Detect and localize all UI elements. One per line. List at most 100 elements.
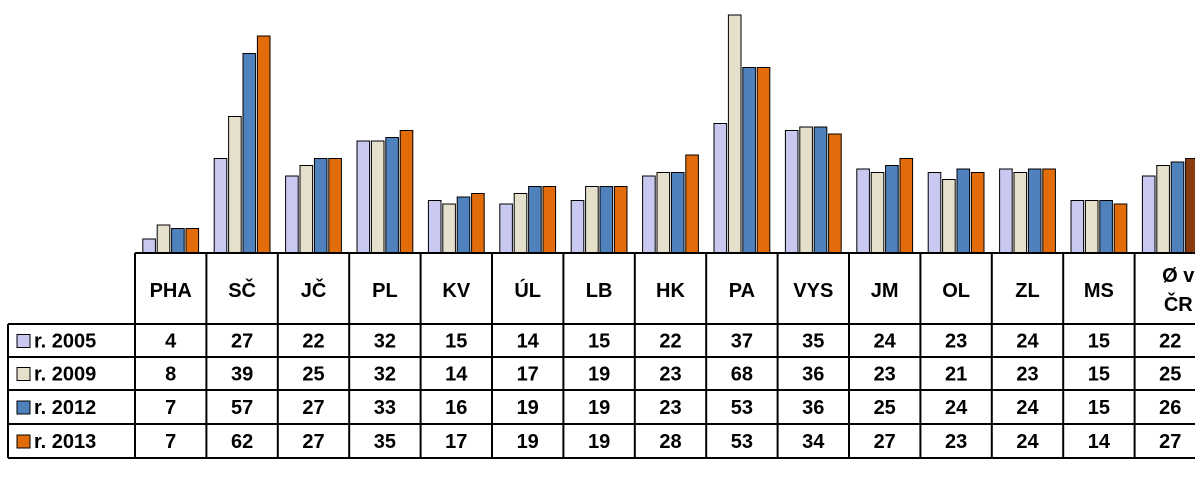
bar-r-2009-4 bbox=[442, 203, 456, 254]
bar-r-2012-2 bbox=[313, 158, 328, 254]
legend-label: r. 2009 bbox=[34, 364, 96, 386]
bar-r-2012-8 bbox=[742, 67, 756, 254]
bar-r-2005-13 bbox=[1070, 200, 1085, 254]
data-label: 23 bbox=[659, 364, 681, 386]
bar-r-2005-5 bbox=[499, 203, 513, 254]
bar-r-2013-13 bbox=[1113, 203, 1128, 254]
data-label: 19 bbox=[517, 431, 539, 453]
bar-r-2013-11 bbox=[970, 172, 985, 254]
bar-r-2009-0 bbox=[156, 224, 171, 254]
category-label: LB bbox=[586, 280, 613, 302]
bar-r-2009-13 bbox=[1084, 200, 1099, 254]
bar-r-2012-1 bbox=[242, 53, 257, 254]
data-label: 19 bbox=[517, 397, 539, 419]
bar-r-2013-1 bbox=[256, 35, 271, 254]
data-label: 36 bbox=[802, 397, 824, 419]
category-label: Ø v ČR bbox=[1162, 265, 1195, 316]
category-label: OL bbox=[942, 280, 970, 302]
bar-r-2009-10 bbox=[870, 172, 885, 254]
data-label: 15 bbox=[1088, 397, 1110, 419]
bar-r-2005-10 bbox=[856, 168, 870, 254]
data-label: 53 bbox=[731, 431, 753, 453]
category-label: ÚL bbox=[514, 278, 541, 302]
bar-r-2009-6 bbox=[585, 186, 599, 254]
data-label: 33 bbox=[374, 397, 396, 419]
bar-r-2005-8 bbox=[713, 123, 728, 254]
legend-label: r. 2012 bbox=[34, 397, 96, 419]
data-label: 14 bbox=[445, 364, 468, 386]
data-label: 7 bbox=[165, 397, 176, 419]
bar-r-2012-6 bbox=[599, 186, 614, 254]
bar-r-2012-10 bbox=[885, 165, 899, 254]
bar-r-2013-2 bbox=[328, 158, 342, 254]
data-label: 16 bbox=[445, 397, 467, 419]
bar-r-2013-5 bbox=[542, 186, 557, 254]
bar-r-2012-12 bbox=[1027, 168, 1042, 254]
data-label: 19 bbox=[588, 364, 610, 386]
bar-r-2013-7 bbox=[685, 154, 699, 254]
legend-swatch bbox=[16, 334, 31, 348]
data-label: 68 bbox=[731, 364, 753, 386]
bar-r-2012-7 bbox=[670, 172, 685, 254]
data-label: 62 bbox=[231, 431, 253, 453]
bar-r-2005-14 bbox=[1141, 175, 1156, 254]
bar-r-2005-1 bbox=[213, 158, 228, 254]
data-label: 24 bbox=[874, 331, 897, 353]
bar-r-2012-5 bbox=[528, 186, 542, 254]
category-label-line: Ø v bbox=[1162, 265, 1195, 287]
data-label: 26 bbox=[1159, 397, 1181, 419]
category-label-line: ČR bbox=[1164, 292, 1193, 316]
data-label: 8 bbox=[165, 364, 176, 386]
data-label: 23 bbox=[874, 364, 896, 386]
data-label: 22 bbox=[302, 331, 324, 353]
bar-r-2012-9 bbox=[813, 126, 828, 254]
bar-r-2009-1 bbox=[228, 116, 242, 254]
data-label: 25 bbox=[874, 397, 896, 419]
data-label: 22 bbox=[1159, 331, 1181, 353]
data-label: 23 bbox=[659, 397, 681, 419]
data-label: 39 bbox=[231, 364, 253, 386]
bar-r-2013-3 bbox=[399, 130, 414, 254]
data-label: 32 bbox=[374, 331, 396, 353]
data-label: 25 bbox=[302, 364, 324, 386]
bar-r-2009-7 bbox=[656, 172, 671, 254]
bar-r-2009-8 bbox=[727, 14, 742, 254]
data-label: 19 bbox=[588, 431, 610, 453]
data-label: 57 bbox=[231, 397, 253, 419]
data-label: 14 bbox=[517, 331, 540, 353]
bar-r-2009-11 bbox=[942, 179, 956, 254]
data-label: 27 bbox=[1159, 431, 1181, 453]
bar-r-2012-3 bbox=[385, 137, 399, 254]
bar-r-2009-12 bbox=[1013, 172, 1028, 254]
data-label: 35 bbox=[374, 431, 396, 453]
bar-r-2005-0 bbox=[142, 238, 156, 254]
bar-r-2009-5 bbox=[513, 193, 528, 254]
bar-r-2005-7 bbox=[642, 175, 656, 254]
data-label: 27 bbox=[874, 431, 896, 453]
bar-r-2005-11 bbox=[927, 172, 942, 254]
category-label: JČ bbox=[301, 278, 327, 302]
data-label: 35 bbox=[802, 331, 824, 353]
data-label: 24 bbox=[1016, 431, 1039, 453]
category-label: SČ bbox=[228, 278, 256, 302]
bar-r-2005-9 bbox=[784, 130, 799, 254]
bar-r-2005-2 bbox=[285, 175, 299, 254]
bar-r-2012-0 bbox=[171, 228, 185, 254]
data-label: 19 bbox=[588, 397, 610, 419]
data-label: 27 bbox=[231, 331, 253, 353]
data-label: 17 bbox=[445, 431, 467, 453]
bar-r-2009-2 bbox=[299, 165, 314, 254]
legend-swatch bbox=[16, 400, 31, 415]
data-label: 28 bbox=[659, 431, 681, 453]
data-label: 15 bbox=[445, 331, 467, 353]
bar-r-2013-10 bbox=[899, 158, 914, 254]
bar-r-2013-0 bbox=[185, 228, 200, 254]
data-label: 34 bbox=[802, 431, 825, 453]
data-label: 23 bbox=[1016, 364, 1038, 386]
bar-r-2005-6 bbox=[570, 200, 585, 254]
legend-label: r. 2013 bbox=[34, 431, 96, 453]
bar-r-2005-12 bbox=[999, 168, 1013, 254]
bar-r-2013-9 bbox=[828, 133, 842, 254]
